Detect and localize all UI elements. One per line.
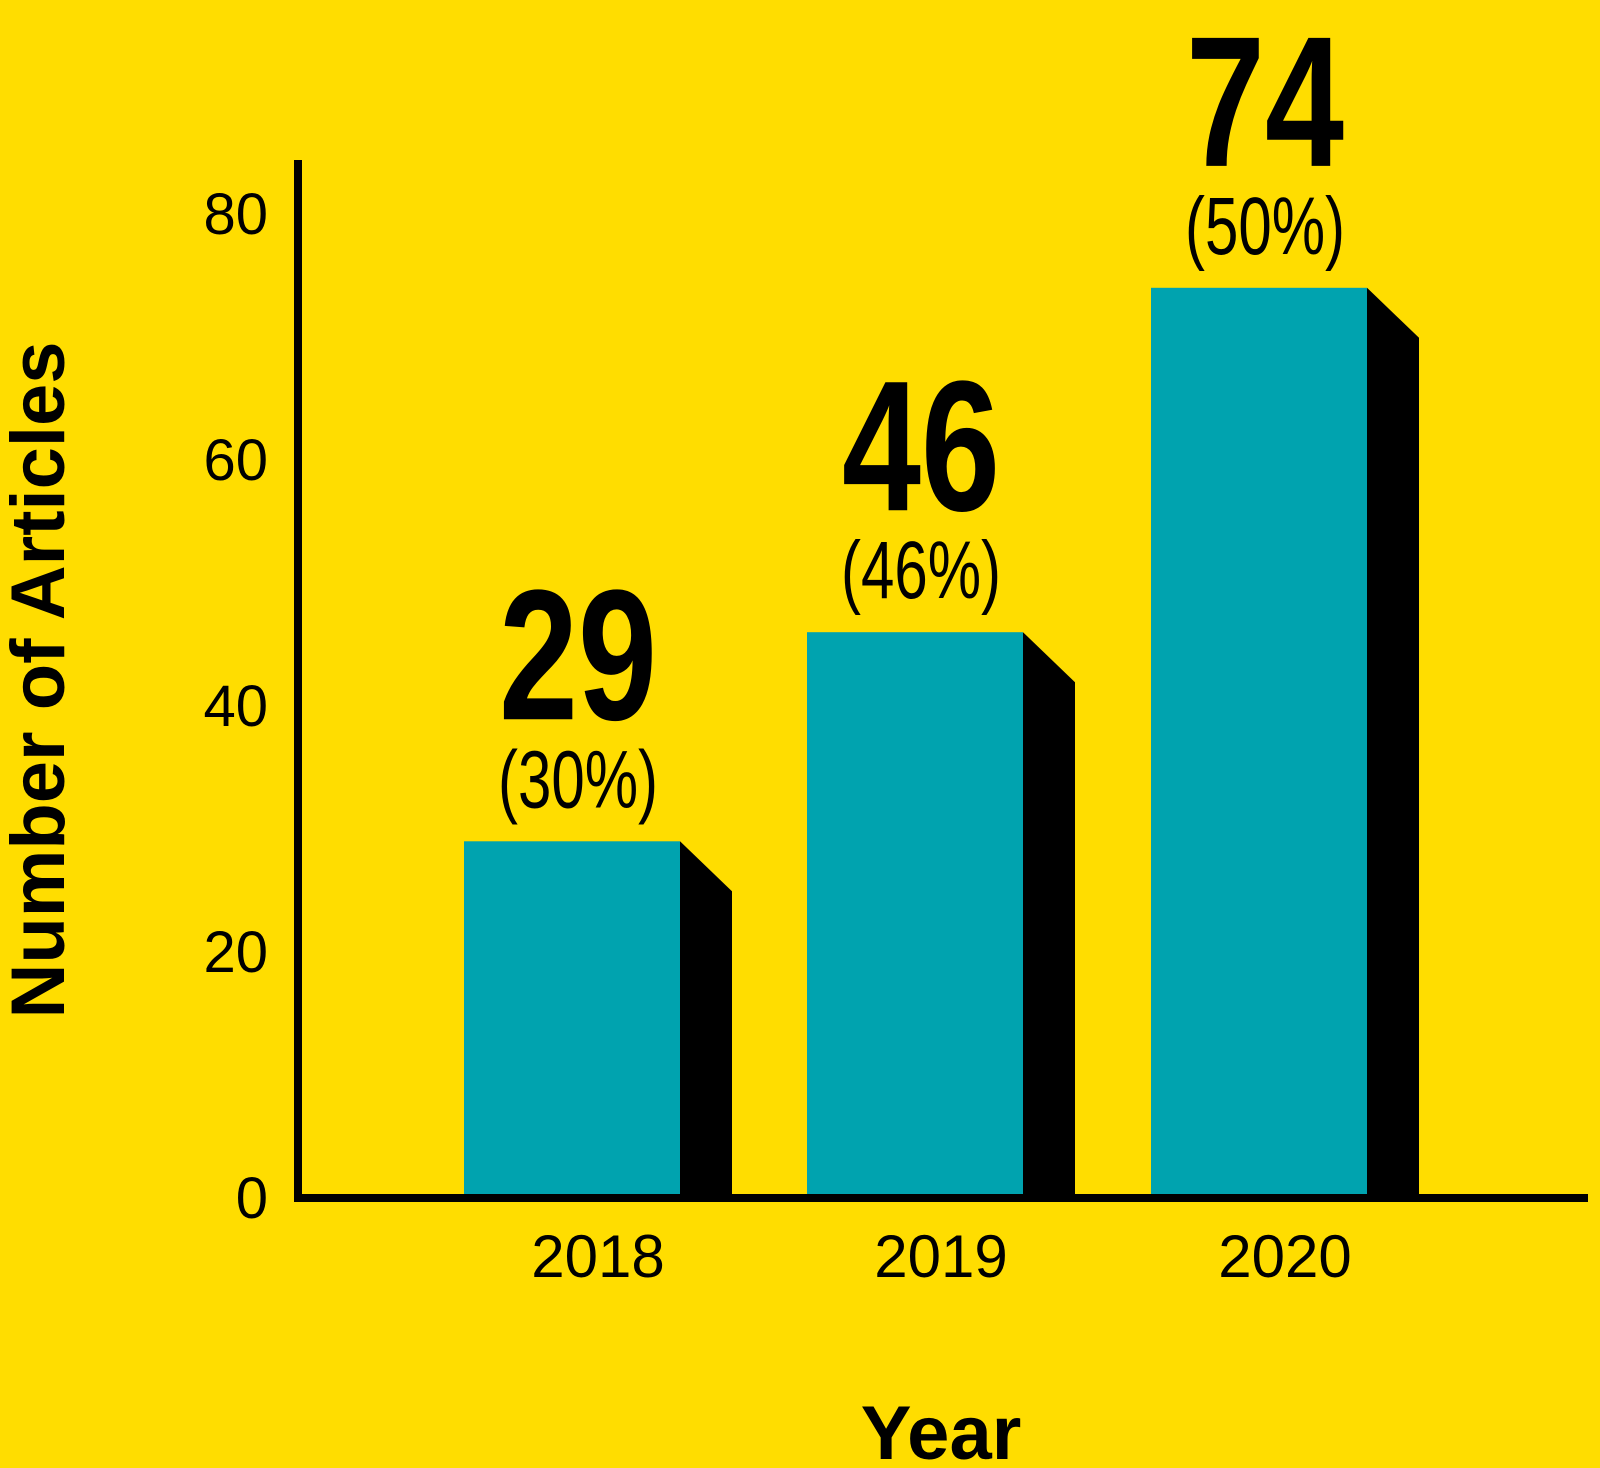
bar-2018 <box>464 841 680 1194</box>
value-label-2018: 29 <box>499 552 657 759</box>
x-category-label: 2020 <box>1218 1223 1351 1290</box>
y-tick-label: 60 <box>203 428 268 493</box>
value-label-2019: 46 <box>842 343 1000 550</box>
y-tick-label: 80 <box>203 182 268 247</box>
bar-2020 <box>1151 287 1367 1194</box>
bars-group <box>464 287 1419 1194</box>
y-tick-labels: 0 20 40 60 80 <box>203 182 268 1231</box>
x-category-label: 2019 <box>874 1223 1007 1290</box>
value-label-2020: 74 <box>1186 0 1344 206</box>
bar-side-2020 <box>1367 287 1419 1194</box>
bar-2019 <box>807 632 1023 1194</box>
x-category-labels: 2018 2019 2020 <box>531 1223 1351 1290</box>
value-labels: 29(30%) 46(46%) 74(50%) <box>498 0 1345 825</box>
y-tick-label: 20 <box>203 920 268 985</box>
percent-label-2018: (30%) <box>498 734 658 825</box>
percent-label-2020: (50%) <box>1185 181 1345 272</box>
bar-side-2019 <box>1023 632 1075 1194</box>
y-tick-label: 40 <box>203 674 268 739</box>
y-axis-title: Number of Articles <box>0 341 81 1018</box>
x-category-label: 2018 <box>531 1223 664 1290</box>
percent-label-2019: (46%) <box>841 525 1001 616</box>
x-axis-title: Year <box>861 1391 1022 1468</box>
bar-side-2018 <box>680 841 732 1194</box>
y-tick-label: 0 <box>236 1166 268 1231</box>
